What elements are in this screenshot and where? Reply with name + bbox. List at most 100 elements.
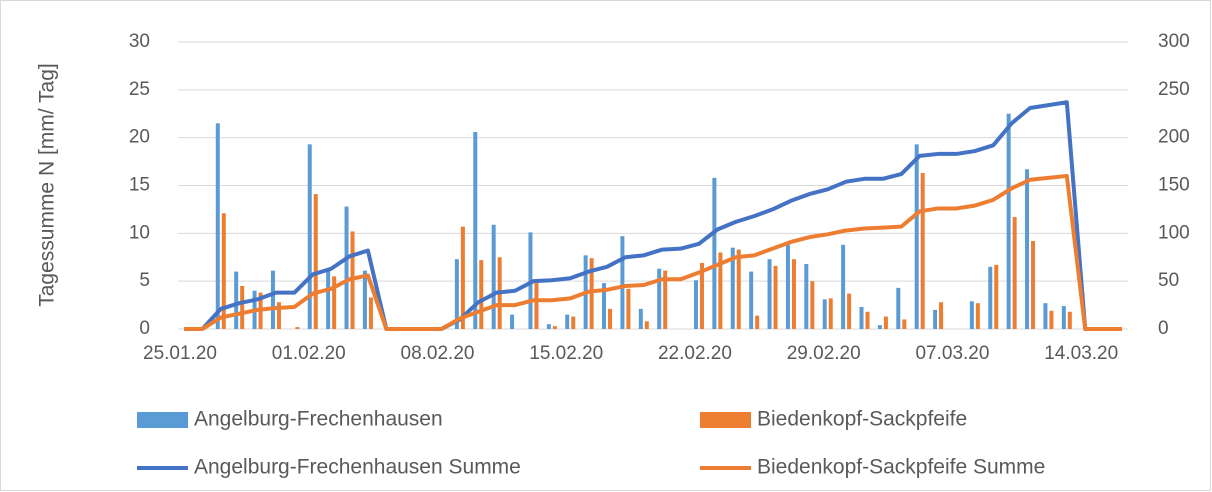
bar xyxy=(221,213,226,329)
y-tick-label: 10 xyxy=(129,222,150,243)
bar xyxy=(920,173,925,329)
bar xyxy=(270,270,275,329)
y-tick-label: 5 xyxy=(139,270,150,291)
bar xyxy=(693,280,698,329)
bar xyxy=(307,144,312,329)
bar xyxy=(791,259,796,329)
bar xyxy=(234,271,239,329)
bar xyxy=(914,144,919,329)
bar xyxy=(902,319,907,329)
bar xyxy=(736,249,741,329)
bar xyxy=(730,247,735,329)
bar xyxy=(479,260,484,329)
x-tick-label: 25.01.20 xyxy=(143,343,217,364)
bar xyxy=(994,264,999,329)
bar xyxy=(565,314,570,329)
bar xyxy=(1049,310,1054,329)
y2-tick-label: 300 xyxy=(1158,31,1190,52)
bar xyxy=(859,306,864,329)
bar xyxy=(313,194,318,329)
bar xyxy=(699,262,704,329)
bar xyxy=(608,308,613,329)
y-tick-label: 25 xyxy=(129,79,150,100)
bar xyxy=(1012,217,1017,329)
bar xyxy=(368,297,373,329)
legend-label: Angelburg-Frechenhausen xyxy=(194,408,443,431)
bar xyxy=(534,283,539,329)
bar xyxy=(1031,240,1036,329)
bar xyxy=(546,324,551,329)
legend-label: Biedenkopf-Sackpfeife xyxy=(757,408,967,431)
bar xyxy=(295,327,300,329)
bar xyxy=(1043,303,1048,329)
bar xyxy=(988,266,993,329)
bar xyxy=(1061,306,1066,329)
legend-label: Angelburg-Frechenhausen Summe xyxy=(194,456,521,479)
bar xyxy=(638,308,643,329)
bar xyxy=(602,283,607,329)
x-tick-label: 08.02.20 xyxy=(401,343,475,364)
bar xyxy=(644,321,649,329)
line xyxy=(184,173,1122,331)
y-tick-label: 30 xyxy=(129,31,150,52)
legend-label: Biedenkopf-Sackpfeife Summe xyxy=(757,456,1045,479)
y2-tick-label: 0 xyxy=(1158,318,1169,339)
x-tick-label: 01.02.20 xyxy=(272,343,346,364)
bar xyxy=(510,314,515,329)
bar xyxy=(877,325,882,329)
x-tick-label: 22.02.20 xyxy=(658,343,732,364)
bar xyxy=(215,123,220,329)
bar xyxy=(663,270,668,329)
bar xyxy=(460,226,465,329)
bar xyxy=(969,301,974,329)
bar xyxy=(939,302,944,329)
bar xyxy=(326,268,331,329)
bar xyxy=(473,131,478,329)
bar xyxy=(841,244,846,329)
bar xyxy=(822,299,827,329)
bar xyxy=(767,259,772,329)
y2-tick-label: 250 xyxy=(1158,79,1190,100)
bar xyxy=(276,302,281,329)
bar xyxy=(1025,169,1030,329)
bar xyxy=(571,316,576,329)
bar xyxy=(362,270,367,329)
bar xyxy=(755,315,760,329)
legend-swatch xyxy=(700,412,751,428)
bar xyxy=(589,258,594,329)
bar xyxy=(804,263,809,329)
bar xyxy=(896,287,901,329)
x-tick-label: 15.02.20 xyxy=(529,343,603,364)
x-tick-label: 29.02.20 xyxy=(787,343,861,364)
bar xyxy=(1006,113,1011,329)
y-axis-label: Tagessumme N [mm/ Tag] xyxy=(36,63,59,307)
bar xyxy=(240,285,245,329)
bar xyxy=(332,276,337,329)
legend-swatch xyxy=(137,412,188,428)
bar xyxy=(454,259,459,329)
y-tick-label: 15 xyxy=(129,175,150,196)
bar xyxy=(773,265,778,329)
y2-tick-label: 150 xyxy=(1158,175,1190,196)
bar xyxy=(1067,311,1072,329)
bar xyxy=(718,252,723,329)
bar xyxy=(657,268,662,329)
bar xyxy=(865,311,870,329)
x-tick-label: 07.03.20 xyxy=(915,343,989,364)
y2-tick-label: 100 xyxy=(1158,222,1190,243)
x-tick-label: 14.03.20 xyxy=(1044,343,1118,364)
line xyxy=(184,100,1122,331)
bar xyxy=(626,288,631,329)
bar xyxy=(847,293,852,329)
bar xyxy=(785,244,790,329)
bar xyxy=(975,303,980,329)
bar xyxy=(883,316,888,329)
bar xyxy=(620,236,625,329)
y2-tick-label: 200 xyxy=(1158,127,1190,148)
bar xyxy=(749,271,754,329)
bar xyxy=(810,281,815,329)
bar xyxy=(344,206,349,329)
bar xyxy=(552,326,557,329)
y2-tick-label: 50 xyxy=(1158,270,1179,291)
